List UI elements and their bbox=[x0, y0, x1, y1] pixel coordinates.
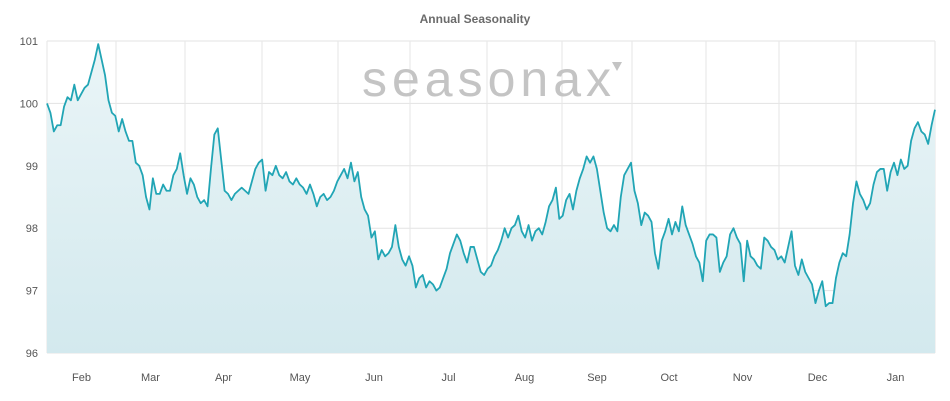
x-tick-label: Feb bbox=[72, 372, 91, 384]
y-tick-label: 99 bbox=[26, 161, 38, 173]
watermark-accent-icon bbox=[612, 62, 622, 71]
x-tick-label: May bbox=[290, 372, 311, 384]
y-tick-label: 96 bbox=[26, 348, 38, 360]
chart-title: Annual Seasonality bbox=[420, 12, 531, 26]
area-layer bbox=[46, 43, 936, 354]
y-tick-label: 97 bbox=[26, 286, 38, 298]
y-axis: 96 97 98 99 100 101 bbox=[20, 36, 38, 360]
x-axis: Feb Mar Apr May Jun Jul Aug Sep Oct Nov Dec Jan bbox=[72, 372, 904, 384]
series-area bbox=[47, 44, 935, 354]
y-tick-label: 101 bbox=[20, 36, 38, 48]
x-tick-label: Apr bbox=[215, 372, 232, 384]
x-tick-label: Aug bbox=[515, 372, 535, 384]
series-line bbox=[46, 43, 936, 308]
x-tick-label: Oct bbox=[660, 372, 677, 384]
x-tick-label: Jul bbox=[441, 372, 455, 384]
watermark-logo: seasonax bbox=[362, 51, 616, 107]
x-tick-label: Sep bbox=[587, 372, 607, 384]
x-tick-label: Dec bbox=[808, 372, 828, 384]
x-tick-label: Jan bbox=[887, 372, 905, 384]
x-tick-label: Nov bbox=[733, 372, 753, 384]
y-tick-label: 100 bbox=[20, 98, 38, 110]
y-tick-label: 98 bbox=[26, 223, 38, 235]
x-tick-label: Mar bbox=[141, 372, 160, 384]
watermark-layer: seasonax bbox=[362, 51, 622, 107]
x-tick-label: Jun bbox=[365, 372, 383, 384]
